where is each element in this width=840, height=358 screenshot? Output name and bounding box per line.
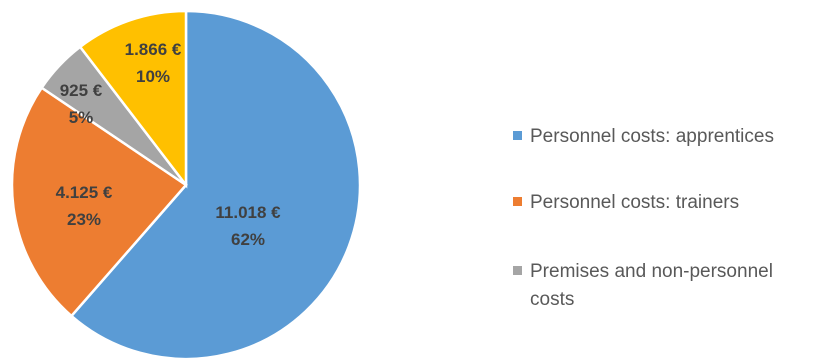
slice-percent-label: 62%	[231, 230, 265, 249]
legend-label: Personnel costs: trainers	[530, 192, 739, 213]
chart-legend: Personnel costs: apprentices Personnel co…	[513, 126, 774, 310]
legend-item: Personnel costs: trainers	[513, 192, 739, 213]
legend-swatch	[513, 266, 522, 275]
legend-swatch	[513, 131, 522, 140]
pie-slice-4	[78, 9, 188, 189]
slice-percent-label: 5%	[69, 108, 94, 127]
legend-label: Premises and non-personnel	[530, 261, 773, 282]
slice-value-label: 11.018 €	[215, 203, 281, 222]
pie-slices	[10, 9, 362, 358]
pie-slice-2	[10, 86, 188, 318]
legend-swatch	[513, 197, 522, 206]
legend-item: Premises and non-personnel costs	[513, 261, 773, 310]
slice-percent-label: 10%	[136, 67, 170, 86]
slice-value-label: 1.866 €	[125, 40, 182, 59]
slice-value-label: 925 €	[60, 81, 103, 100]
legend-item: Personnel costs: apprentices	[513, 126, 774, 147]
pie-data-labels: 11.018 € 62% 4.125 € 23% 925 € 5% 1.866 € 10%	[56, 40, 282, 249]
slice-percent-label: 23%	[67, 210, 101, 229]
legend-label: Personnel costs: apprentices	[530, 126, 774, 147]
legend-label: costs	[530, 289, 574, 310]
pie-slice-1	[69, 9, 362, 358]
slice-value-label: 4.125 €	[56, 183, 113, 202]
